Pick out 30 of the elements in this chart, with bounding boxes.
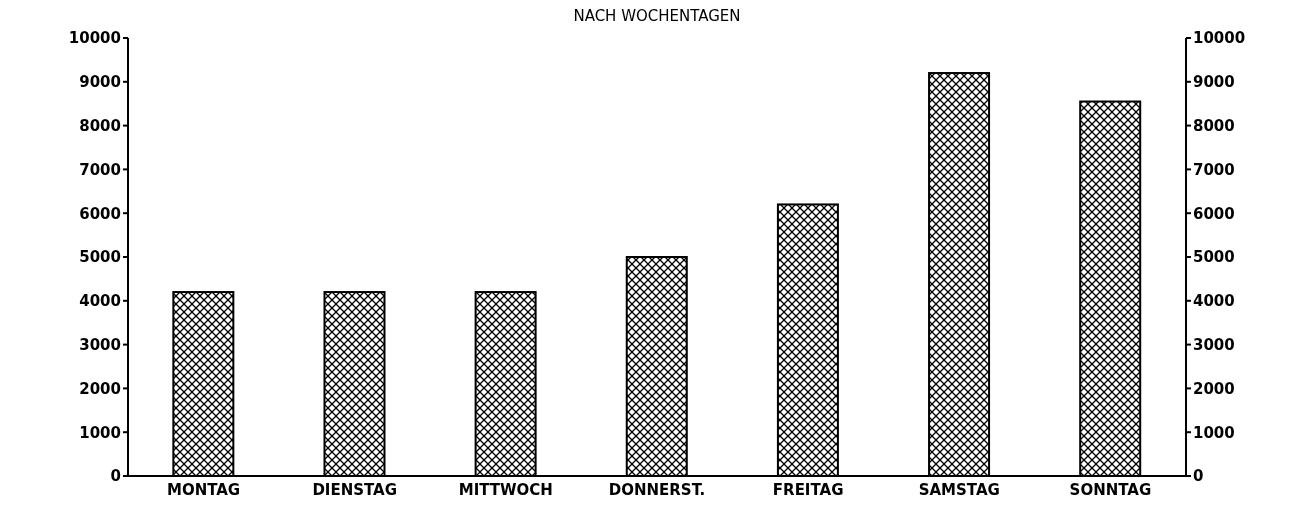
- y-tick-label: 3000: [79, 335, 121, 354]
- y-tick-label: 2000: [79, 379, 121, 398]
- y-tick-label: 6000: [79, 204, 121, 223]
- y2-tick-label: 1000: [1193, 423, 1235, 442]
- x-tick-label: DIENSTAG: [312, 480, 398, 499]
- y-tick-label: 4000: [79, 292, 121, 311]
- y2-tick-label: 3000: [1193, 335, 1235, 354]
- y2-tick-label: 4000: [1193, 292, 1235, 311]
- y-tick-label: 1000: [79, 423, 121, 442]
- y2-tick-label: 2000: [1193, 379, 1235, 398]
- y-tick-label: 5000: [79, 248, 121, 267]
- y2-tick-label: 5000: [1193, 248, 1235, 267]
- y-tick-label: 10000: [68, 29, 121, 48]
- x-tick-label: SONNTAG: [1069, 480, 1152, 499]
- y2-tick-label: 7000: [1193, 160, 1235, 179]
- y2-tick-label: 10000: [1193, 29, 1246, 48]
- y-tick-label: 8000: [79, 116, 121, 135]
- x-tick-label: MONTAG: [166, 480, 241, 499]
- y-tick-label: 0: [110, 467, 121, 486]
- y2-tick-label: 0: [1193, 467, 1204, 486]
- y-tick-label: 7000: [79, 160, 121, 179]
- x-tick-label: DONNERST.: [608, 480, 706, 499]
- x-tick-label: MITTWOCH: [458, 480, 553, 499]
- chart-title: NACH WOCHENTAGEN: [572, 7, 742, 25]
- y2-tick-label: 9000: [1193, 73, 1235, 92]
- x-tick-label: SAMSTAG: [918, 480, 1000, 499]
- y2-tick-label: 8000: [1193, 116, 1235, 135]
- x-tick-label: FREITAG: [772, 480, 844, 499]
- y-tick-label: 9000: [79, 73, 121, 92]
- y2-tick-label: 6000: [1193, 204, 1235, 223]
